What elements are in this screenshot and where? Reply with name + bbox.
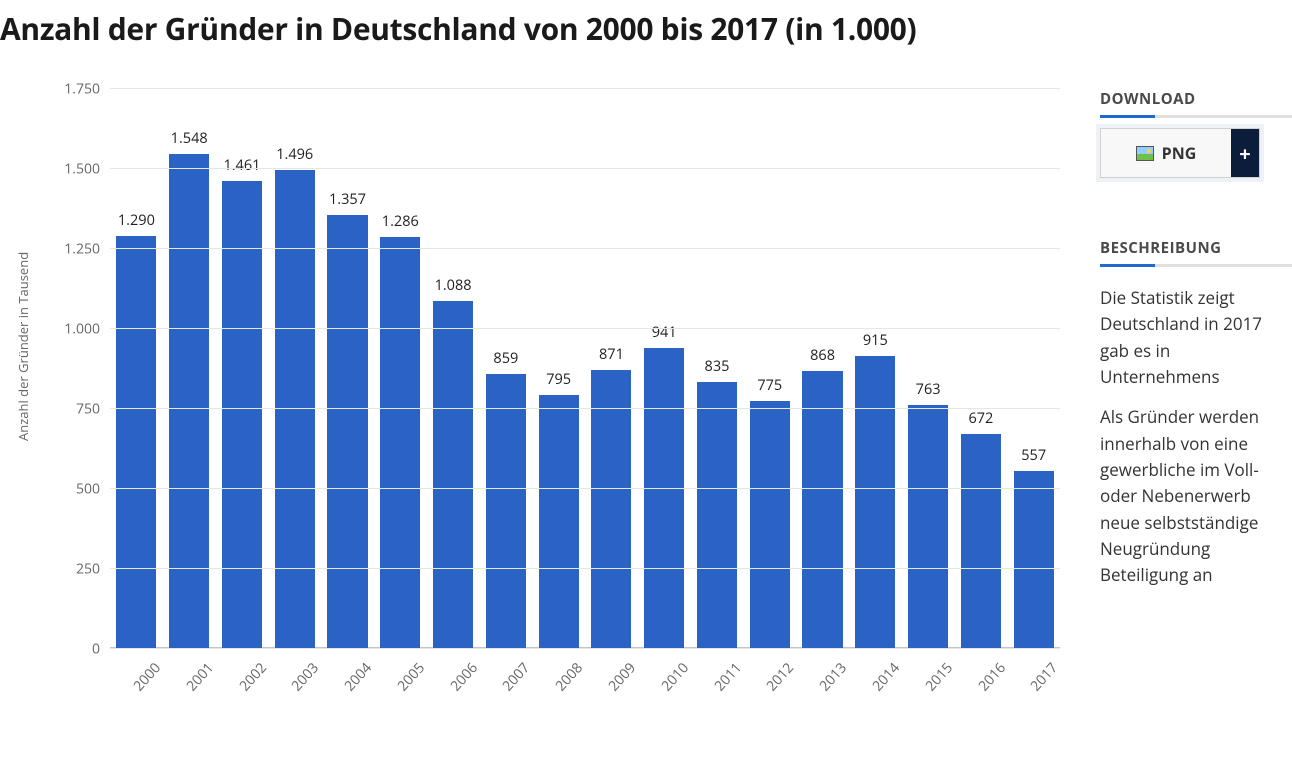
y-tick-label: 1.500 xyxy=(64,160,110,179)
bar[interactable] xyxy=(855,356,895,649)
bar-slot: 1.286 xyxy=(374,89,427,649)
bar-slot: 1.496 xyxy=(268,89,321,649)
bar-value-label: 835 xyxy=(691,357,744,376)
section-divider xyxy=(1100,115,1292,118)
bar-value-label: 763 xyxy=(902,380,955,399)
download-label: PNG xyxy=(1162,142,1197,164)
bar[interactable] xyxy=(802,371,842,649)
sidebar: DOWNLOAD PNG + BESCHREIBUNG Die Statisti… xyxy=(1090,49,1292,719)
bar-slot: 868 xyxy=(796,89,849,649)
download-section: DOWNLOAD PNG + xyxy=(1100,89,1292,178)
x-axis-ticks: 2000200120022003200420052006200720082009… xyxy=(110,651,1060,682)
bar[interactable] xyxy=(539,395,579,649)
bar-value-label: 941 xyxy=(638,323,691,342)
y-tick-label: 250 xyxy=(76,560,110,579)
y-tick-label: 1.250 xyxy=(64,240,110,259)
bar-value-label: 795 xyxy=(532,370,585,389)
bar-value-label: 871 xyxy=(585,345,638,364)
gridline xyxy=(110,568,1060,569)
bar[interactable] xyxy=(275,170,315,649)
bar[interactable] xyxy=(380,237,420,649)
bar-slot: 871 xyxy=(585,89,638,649)
chart-area: Anzahl der Gründer in Tausend 1.290 1.548… xyxy=(0,49,1090,719)
bar-value-label: 672 xyxy=(955,409,1008,428)
bar-value-label: 1.088 xyxy=(427,276,480,295)
bar-value-label: 1.290 xyxy=(110,211,163,230)
description-section: BESCHREIBUNG Die Statistik zeigt Deutsch… xyxy=(1100,238,1292,589)
gridline xyxy=(110,168,1060,169)
bar[interactable] xyxy=(644,348,684,649)
y-tick-label: 500 xyxy=(76,480,110,499)
bar[interactable] xyxy=(908,405,948,649)
bar-value-label: 1.461 xyxy=(216,156,269,175)
description-paragraph: Die Statistik zeigt Deutschland in 2017 … xyxy=(1100,285,1292,390)
bar-slot: 795 xyxy=(532,89,585,649)
bar[interactable] xyxy=(116,236,156,649)
bar[interactable] xyxy=(169,154,209,649)
bar-slot: 1.548 xyxy=(163,89,216,649)
download-box: PNG + xyxy=(1100,128,1260,178)
y-tick-label: 750 xyxy=(76,400,110,419)
bar[interactable] xyxy=(433,301,473,649)
bar-value-label: 868 xyxy=(796,346,849,365)
bar-value-label: 1.357 xyxy=(321,190,374,209)
y-tick-label: 0 xyxy=(92,640,110,659)
bar-slot: 1.088 xyxy=(427,89,480,649)
page-title: Anzahl der Gründer in Deutschland von 20… xyxy=(0,0,1292,49)
description-text: Die Statistik zeigt Deutschland in 2017 … xyxy=(1100,285,1292,589)
bar-value-label: 1.286 xyxy=(374,212,427,231)
chart-bars: 1.290 1.5481.4611.496 1.3571.286 1.088 85979… xyxy=(110,89,1060,649)
gridline xyxy=(110,408,1060,409)
bar-slot: 763 xyxy=(902,89,955,649)
bar-value-label: 1.496 xyxy=(268,145,321,164)
gridline xyxy=(110,488,1060,489)
bar-slot: 915 xyxy=(849,89,902,649)
bar[interactable] xyxy=(697,382,737,649)
bar-slot: 1.290 xyxy=(110,89,163,649)
chart-plot: 1.290 1.5481.4611.496 1.3571.286 1.088 85979… xyxy=(110,89,1060,649)
y-tick-label: 1.000 xyxy=(64,320,110,339)
gridline xyxy=(110,88,1060,89)
bar-slot: 859 xyxy=(479,89,532,649)
download-png-button[interactable]: PNG xyxy=(1101,129,1231,177)
image-icon xyxy=(1136,146,1154,161)
bar[interactable] xyxy=(961,434,1001,649)
description-heading: BESCHREIBUNG xyxy=(1100,238,1292,258)
description-paragraph: Als Gründer werden innerhalb von eine ge… xyxy=(1100,404,1292,588)
y-tick-label: 1.750 xyxy=(64,80,110,99)
bar[interactable] xyxy=(327,215,367,649)
download-heading: DOWNLOAD xyxy=(1100,89,1292,109)
bar[interactable] xyxy=(486,374,526,649)
bar-value-label: 1.548 xyxy=(163,129,216,148)
bar[interactable] xyxy=(750,401,790,649)
bar-slot: 835 xyxy=(691,89,744,649)
bar[interactable] xyxy=(222,181,262,649)
download-expand-button[interactable]: + xyxy=(1231,129,1259,177)
bar-value-label: 775 xyxy=(743,376,796,395)
bar[interactable] xyxy=(591,370,631,649)
bar-slot: 672 xyxy=(955,89,1008,649)
bar-slot: 1.461 xyxy=(216,89,269,649)
gridline xyxy=(110,328,1060,329)
y-axis-title: Anzahl der Gründer in Tausend xyxy=(14,252,32,441)
bar-slot: 775 xyxy=(743,89,796,649)
bar[interactable] xyxy=(1014,471,1054,649)
bar-value-label: 915 xyxy=(849,331,902,350)
section-divider xyxy=(1100,264,1292,267)
bar-slot: 1.357 xyxy=(321,89,374,649)
bar-value-label: 859 xyxy=(479,349,532,368)
gridline xyxy=(110,248,1060,249)
bar-slot: 941 xyxy=(638,89,691,649)
bar-slot: 557 xyxy=(1007,89,1060,649)
bar-value-label: 557 xyxy=(1007,446,1060,465)
